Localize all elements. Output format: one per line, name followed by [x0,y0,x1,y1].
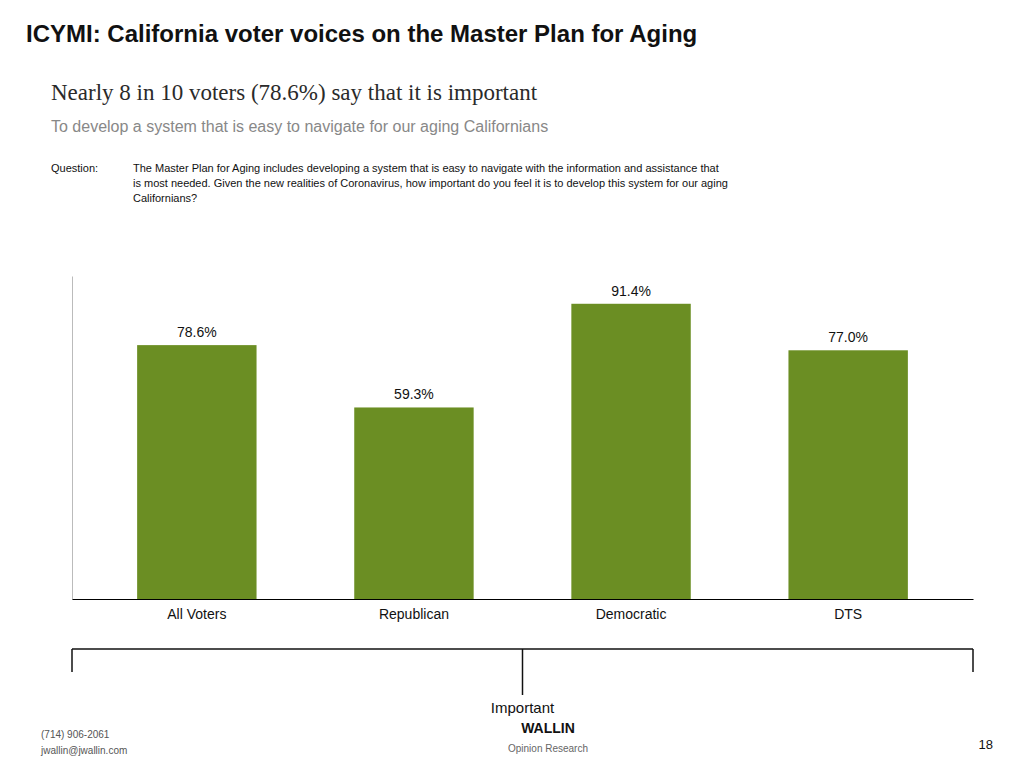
footer-email: jwallin@jwallin.com [40,745,127,756]
data-label: 78.6% [177,324,217,340]
x-tick-label: Democratic [596,606,667,622]
bracket-line [972,649,974,672]
data-label: 91.4% [611,283,651,299]
data-labels: 78.6% 59.3% 91.4% 77.0% [177,283,868,403]
logo-name: WALLIN [521,720,575,736]
x-label: Important [491,699,555,716]
bracket-line [522,649,524,695]
y-axis-line [72,277,73,600]
bar [571,304,690,599]
question-text: The Master Plan for Aging includes devel… [133,162,719,174]
chart: ICYMI: California voter voices on the Ma… [0,0,1024,768]
x-tick: All Voters [167,599,226,622]
subtitle-secondary: To develop a system that is easy to navi… [51,118,548,135]
question-label: Question: [51,162,98,174]
x-tick: DTS [834,599,862,622]
x-tick-label: DTS [834,606,862,622]
bracket [72,649,973,695]
bar [137,345,256,599]
page-number: 18 [979,737,993,752]
subtitle: Nearly 8 in 10 voters (78.6%) say that i… [51,80,538,105]
data-label: 77.0% [828,329,868,345]
x-tick-label: All Voters [167,606,226,622]
data-label: 59.3% [394,386,434,402]
logo-tagline: Opinion Research [508,743,588,754]
bars [137,304,908,599]
footer-phone: (714) 906-2061 [41,729,110,740]
bar [354,407,473,599]
x-tick-label: Republican [379,606,449,622]
x-tick: Democratic [596,599,667,622]
x-tick: Republican [379,599,449,622]
bracket-line [71,649,73,672]
x-axis: All Voters Republican Democratic DTS [73,599,974,622]
bar [788,350,907,599]
y-axis [72,277,73,600]
question-text: is most needed. Given the new realities … [133,177,728,189]
title: ICYMI: California voter voices on the Ma… [26,20,697,47]
question-text: Californians? [133,192,197,204]
x-axis-line [73,599,974,600]
